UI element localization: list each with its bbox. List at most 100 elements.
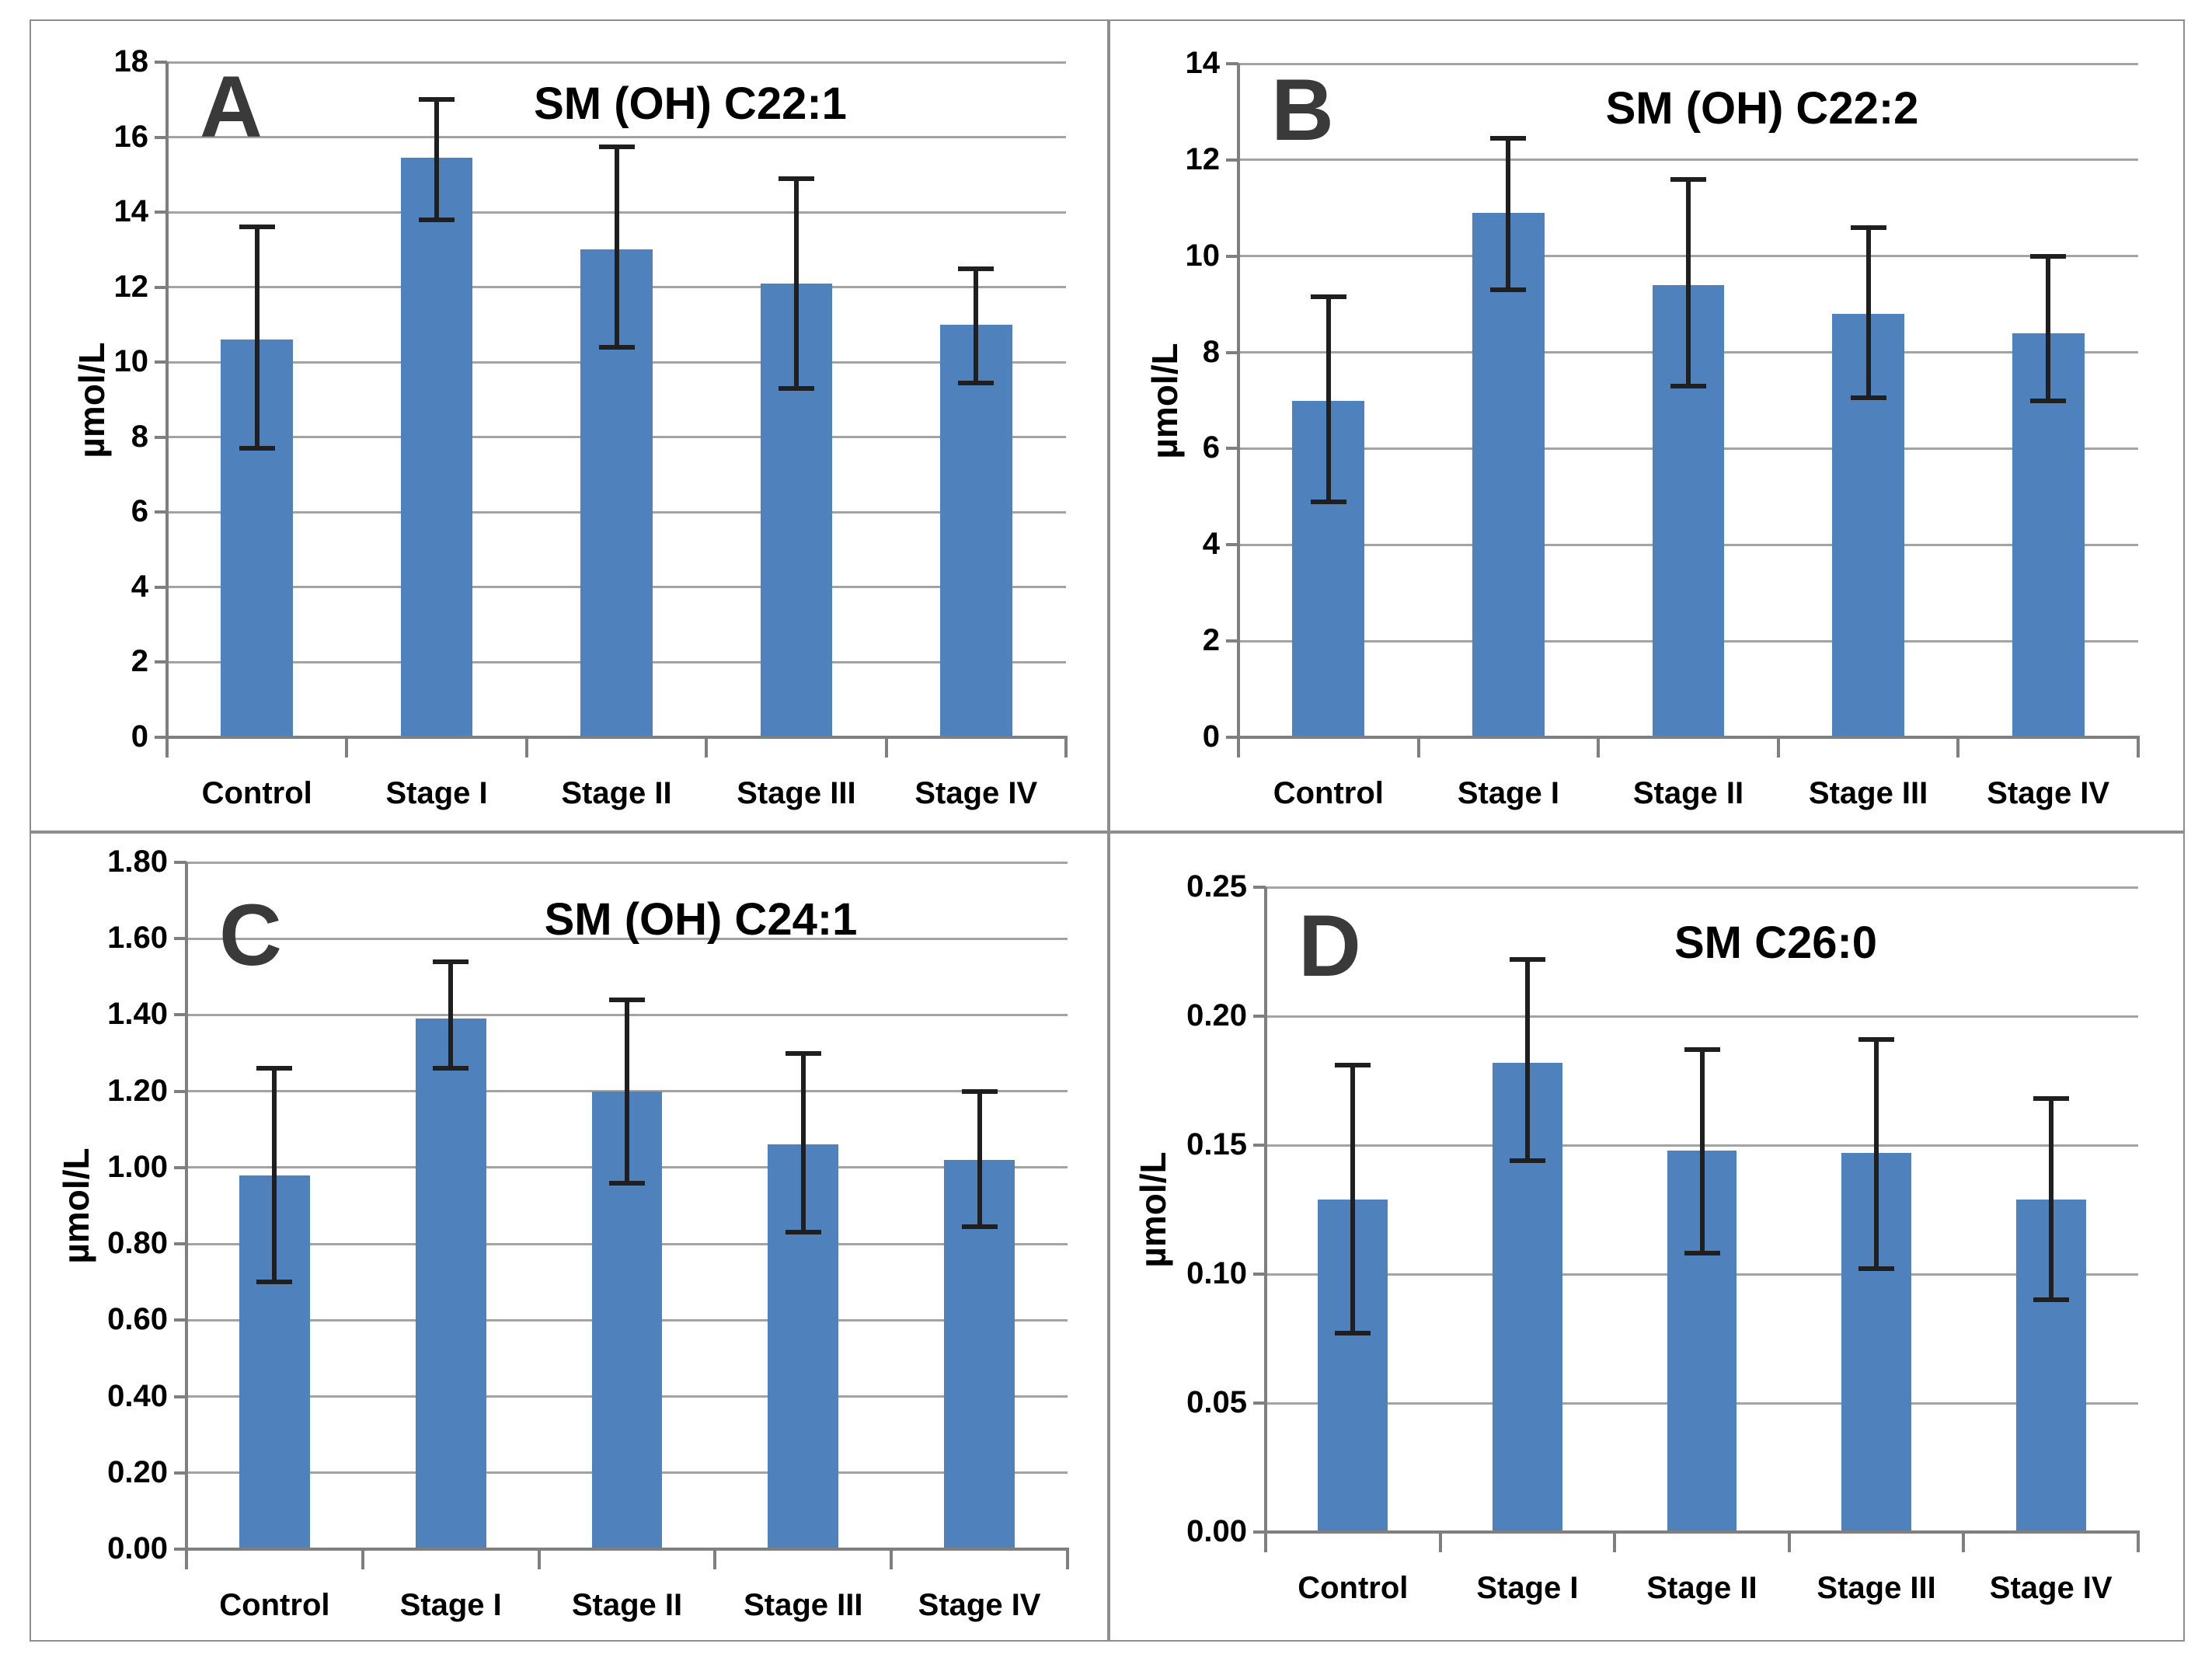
y-axis-tick-mark: [1226, 350, 1238, 354]
error-bar-cap-bottom: [1670, 383, 1706, 388]
y-axis-tick-label: 8: [131, 419, 148, 454]
y-axis-tick-label: 0.20: [1186, 998, 1247, 1032]
y-axis-tick-mark: [174, 1089, 186, 1093]
gridline: [167, 61, 1066, 64]
error-bar-cap-top: [1850, 225, 1886, 230]
error-bar-cap-top: [1310, 294, 1346, 300]
x-axis-tick-mark: [1237, 737, 1240, 757]
x-axis-tick-mark: [537, 1549, 541, 1569]
y-axis-line: [185, 862, 188, 1555]
error-bar-cap-bottom: [598, 344, 635, 350]
gridline: [1266, 886, 2138, 889]
error-bar: [1699, 1050, 1705, 1254]
error-bar-cap-top: [256, 1066, 293, 1071]
y-axis-tick-mark: [1253, 1273, 1266, 1276]
y-axis-tick-label: 8: [1202, 334, 1220, 369]
y-axis-tick-label: 12: [1185, 141, 1221, 176]
error-bar-cap-top: [1509, 956, 1545, 962]
error-bar: [1874, 1039, 1879, 1269]
error-bar-cap-top: [419, 97, 455, 103]
category-label: Control: [201, 776, 312, 810]
error-bar: [448, 961, 454, 1069]
plot-area-a: 0 2 4 6 8 10 12 14 16 18 Control Stage I Stage II Sta…: [31, 21, 1107, 831]
error-bar-cap-top: [1684, 1047, 1720, 1053]
y-axis-line: [165, 62, 169, 743]
y-axis-tick-label: 0.25: [1186, 869, 1247, 904]
error-bar-cap-bottom: [239, 446, 275, 451]
y-axis-tick-mark: [1253, 1402, 1266, 1405]
y-axis-tick-mark: [174, 1013, 186, 1017]
y-axis-tick-mark: [1226, 639, 1238, 643]
category-label: Stage II: [1632, 776, 1744, 810]
y-axis-tick-label: 10: [1185, 238, 1221, 273]
error-bar-cap-bottom: [778, 386, 814, 392]
x-axis-line: [165, 736, 1068, 739]
error-bar: [1865, 227, 1871, 399]
panel-letter-c: C: [219, 886, 282, 984]
chart-title-b: SM (OH) C22:2: [1605, 83, 1919, 134]
error-bar-cap-bottom: [609, 1180, 645, 1186]
y-axis-line: [1264, 887, 1267, 1538]
error-bar-cap-top: [239, 225, 275, 230]
x-axis-tick-mark: [1438, 1532, 1442, 1552]
x-axis-line: [185, 1548, 1069, 1551]
error-bar-cap-bottom: [1850, 395, 1886, 401]
error-bar-cap-bottom: [958, 380, 995, 385]
error-bar: [1350, 1065, 1356, 1334]
x-axis-tick-mark: [1264, 1532, 1267, 1552]
chart-title-c: SM (OH) C24:1: [544, 894, 858, 945]
plot-area-d: 0.00 0.05 0.10 0.15 0.20 0.25 Control Stage I St…: [1110, 834, 2183, 1640]
error-bar: [1524, 959, 1530, 1161]
error-bar-cap-bottom: [2030, 398, 2067, 403]
y-axis-tick-label: 2: [131, 644, 148, 679]
x-axis-tick-mark: [1962, 1532, 1966, 1552]
x-axis-tick-mark: [185, 1549, 188, 1569]
y-axis-tick-mark: [155, 660, 167, 664]
panel-b: 0 2 4 6 8 10 12 14 Control Stage I Stage II Stage I…: [1109, 19, 2185, 832]
x-axis-tick-mark: [1597, 737, 1601, 757]
category-label: Stage III: [737, 776, 856, 810]
error-bar: [974, 268, 979, 383]
y-axis-tick-label: 1.40: [107, 997, 168, 1032]
error-bar-cap-top: [958, 266, 995, 271]
y-axis-tick-label: 14: [113, 194, 149, 229]
y-axis-tick-label: 10: [113, 344, 149, 379]
x-axis-tick-mark: [2137, 737, 2140, 757]
x-axis-line: [1237, 736, 2140, 739]
gridline: [1266, 1015, 2138, 1018]
y-axis-tick-label: 0.60: [107, 1302, 168, 1337]
error-bar-cap-top: [2033, 1096, 2069, 1102]
category-label: Control: [1273, 776, 1384, 810]
error-bar-cap-top: [961, 1088, 998, 1094]
bar-stage-iv: [940, 324, 1012, 737]
x-axis-tick-mark: [524, 737, 528, 757]
y-axis-tick-label: 6: [131, 494, 148, 529]
error-bar-cap-top: [1858, 1036, 1895, 1042]
panel-d: 0.00 0.05 0.10 0.15 0.20 0.25 Control Stage I St…: [1109, 832, 2185, 1642]
error-bar: [1506, 138, 1511, 291]
y-axis-tick-label: 0.10: [1186, 1256, 1247, 1290]
y-axis-tick-label: 0: [1202, 719, 1220, 754]
y-axis-tick-mark: [174, 861, 186, 864]
category-label: Stage III: [1808, 776, 1928, 810]
y-axis-tick-mark: [155, 135, 167, 139]
y-axis-tick-mark: [174, 1471, 186, 1475]
category-label: Stage II: [571, 1588, 683, 1622]
y-axis-tick-label: 0.00: [1186, 1514, 1247, 1548]
error-bar-cap-top: [2030, 253, 2067, 259]
y-axis-tick-mark: [174, 1165, 186, 1169]
category-label: Stage II: [561, 776, 672, 810]
category-label: Stage II: [1646, 1571, 1757, 1605]
x-axis-tick-mark: [1064, 737, 1068, 757]
y-axis-tick-mark: [1226, 447, 1238, 451]
category-label: Control: [219, 1588, 330, 1622]
error-bar-cap-top: [598, 144, 635, 149]
category-label: Stage III: [744, 1588, 863, 1622]
error-bar-cap-top: [1335, 1063, 1371, 1068]
error-bar-cap-bottom: [433, 1066, 469, 1071]
y-axis-tick-mark: [155, 435, 167, 439]
y-axis-title-d: µmol/L: [1133, 1151, 1173, 1268]
y-axis-tick-mark: [1253, 1144, 1266, 1147]
panel-letter-b: B: [1271, 61, 1334, 158]
